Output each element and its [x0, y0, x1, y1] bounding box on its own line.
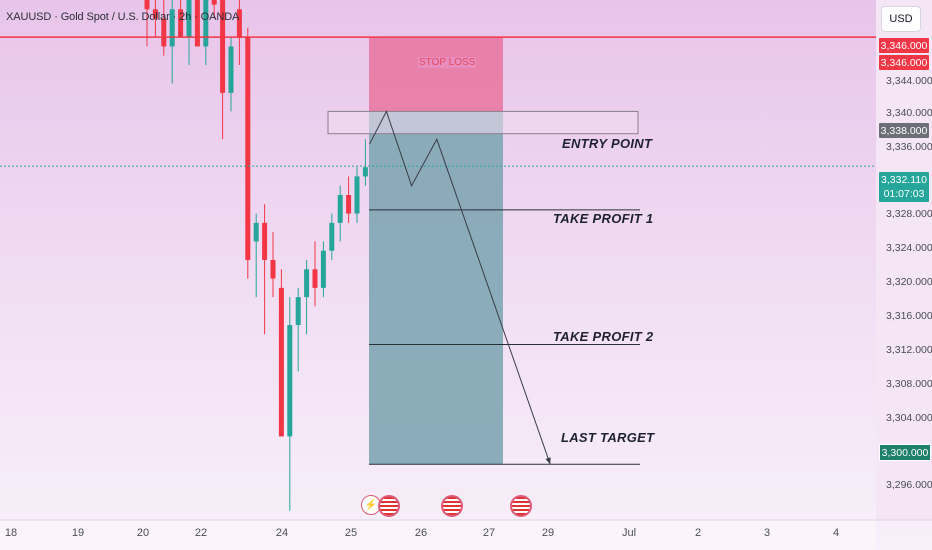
time-tick: 18 [4, 527, 18, 539]
price-tick: 3,328.000 [886, 208, 932, 220]
price-tick: 3,316.000 [886, 310, 932, 322]
candle-body [203, 0, 209, 47]
price-tick: 3,296.000 [886, 479, 932, 491]
entry-zone-box[interactable] [327, 110, 639, 135]
price-axis-panel[interactable] [876, 0, 932, 520]
time-tick: 29 [541, 527, 555, 539]
price-tick: 3,324.000 [886, 242, 932, 254]
candles-group [144, 0, 368, 511]
entry-point-label: ENTRY POINT [562, 136, 653, 151]
time-tick: 2 [694, 527, 702, 539]
price-tick: 3,312.000 [886, 344, 932, 356]
candle-body [169, 9, 175, 47]
stop-loss-label: STOP LOSS [418, 57, 477, 68]
stop-price-badge: 3,346.000 [879, 38, 929, 53]
time-tick: 19 [71, 527, 85, 539]
us-flag-icon[interactable] [510, 495, 532, 517]
us-flag-icon[interactable] [441, 495, 463, 517]
price-tick: 3,336.000 [886, 141, 932, 153]
target-price-badge: 3,300.000 [879, 444, 931, 461]
candle-body [304, 269, 310, 298]
time-tick: Jul [621, 527, 637, 539]
candle-body [194, 0, 200, 47]
time-tick: 27 [482, 527, 496, 539]
price-tick: 3,308.000 [886, 378, 932, 390]
time-tick: 20 [136, 527, 150, 539]
candle-body [228, 46, 234, 93]
price-tick: 3,320.000 [886, 276, 932, 288]
stop-line-badge: 3,346.000 [879, 55, 929, 70]
candle-body [329, 222, 335, 251]
candle-body [312, 269, 318, 288]
take-profit-1-label: TAKE PROFIT 1 [553, 211, 654, 226]
candle-body [337, 195, 343, 223]
time-tick: 4 [832, 527, 840, 539]
symbol-title: XAUUSD · Gold Spot / U.S. Dollar · 2h · … [6, 11, 240, 23]
us-flag-icon[interactable] [378, 495, 400, 517]
current-price-badge: 3,332.110 01:07:03 [879, 172, 929, 202]
candle-body [236, 9, 242, 38]
candle-body [178, 9, 184, 38]
candle-body [354, 176, 360, 214]
candle-body [144, 0, 150, 10]
take-profit-2-label: TAKE PROFIT 2 [553, 329, 654, 344]
target-zone[interactable] [369, 111, 503, 465]
projection-path[interactable] [369, 110, 551, 465]
projection-arrowhead [545, 457, 551, 465]
candle-body [270, 260, 276, 279]
candle-body [320, 250, 326, 288]
entry-price-badge: 3,338.000 [879, 123, 929, 138]
time-tick: 3 [763, 527, 771, 539]
time-tick: 24 [275, 527, 289, 539]
price-tick: 3,304.000 [886, 412, 932, 424]
candle-body [152, 9, 158, 19]
candle-body [362, 167, 368, 177]
candle-body [161, 18, 167, 47]
candle-body [295, 297, 301, 325]
candle-body [346, 195, 352, 214]
candle-body [278, 287, 284, 437]
candle-body [287, 325, 293, 437]
countdown-timer: 01:07:03 [883, 188, 925, 200]
price-tick: 3,344.000 [886, 75, 932, 87]
candle-body [211, 0, 217, 5]
candle-body [220, 0, 226, 93]
price-tick: 3,340.000 [886, 107, 932, 119]
last-target-label: LAST TARGET [561, 430, 655, 445]
time-axis-panel[interactable] [0, 520, 876, 550]
time-tick: 25 [344, 527, 358, 539]
stop-loss-zone[interactable] [369, 37, 503, 112]
time-tick: 22 [194, 527, 208, 539]
current-price-value: 3,332.110 [881, 174, 927, 186]
candle-body [186, 0, 192, 38]
candle-body [262, 222, 268, 260]
candle-body [253, 222, 259, 242]
currency-button[interactable]: USD [881, 6, 921, 32]
candle-body [245, 37, 251, 261]
time-tick: 26 [414, 527, 428, 539]
